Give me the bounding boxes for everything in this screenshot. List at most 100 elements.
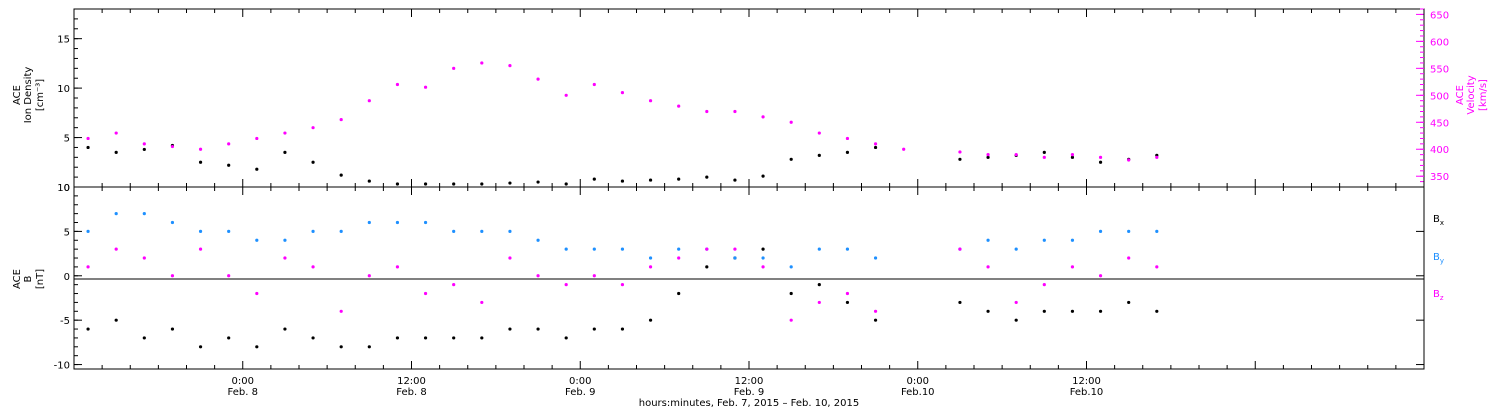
- velocity-point: [845, 136, 850, 141]
- velocity-point: [452, 66, 456, 70]
- density-point: [677, 177, 681, 181]
- x-tick-label-time: 12:00: [1072, 376, 1101, 387]
- bx-point: [114, 318, 118, 322]
- velocity-point: [817, 131, 821, 135]
- velocity-point: [283, 131, 287, 135]
- bz-point: [311, 265, 315, 269]
- by-point: [480, 229, 484, 233]
- bz-point: [873, 309, 878, 313]
- velocity-point: [367, 99, 371, 103]
- density-point: [761, 174, 765, 178]
- bz-point: [1155, 265, 1159, 269]
- bx-point: [817, 283, 821, 287]
- density-point: [452, 182, 456, 186]
- x-tick-label-time: 0:00: [907, 376, 929, 387]
- bx-point: [1070, 309, 1075, 313]
- top-left-tick-label: 5: [64, 134, 70, 145]
- bz-point: [142, 256, 146, 260]
- by-point: [508, 229, 512, 233]
- by-point: [367, 220, 371, 225]
- by-point: [86, 229, 90, 233]
- bottom-tick-label: -10: [54, 361, 70, 372]
- density-point: [536, 180, 540, 184]
- top-left-tick-label: 15: [57, 35, 70, 46]
- bz-point: [452, 283, 456, 287]
- bz-point: [170, 274, 175, 278]
- bottom-ylabel-line3: [nT]: [35, 269, 46, 289]
- bz-point: [1098, 274, 1103, 278]
- velocity-point: [592, 82, 596, 87]
- bz-point: [592, 274, 596, 278]
- density-point: [311, 160, 315, 164]
- bx-point: [620, 327, 625, 331]
- velocity-point: [761, 115, 765, 119]
- velocity-point: [1098, 155, 1103, 159]
- velocity-point: [480, 61, 484, 65]
- x-axis-title: hours:minutes, Feb. 7, 2015 – Feb. 10, 2…: [639, 398, 860, 409]
- bx-point: [170, 327, 175, 331]
- density-point: [733, 178, 737, 182]
- top-left-ylabel-line2: Ion Density: [23, 67, 34, 124]
- x-tick-label-date: Feb. 9: [734, 387, 764, 398]
- density-point: [255, 167, 259, 171]
- density-point: [986, 155, 990, 159]
- density-point: [1042, 150, 1046, 154]
- density-point: [423, 182, 428, 186]
- density-point: [1098, 160, 1103, 164]
- by-point: [395, 220, 400, 225]
- density-point: [339, 173, 343, 177]
- by-point: [255, 238, 259, 242]
- bx-point: [283, 327, 287, 331]
- velocity-point: [198, 147, 203, 151]
- bz-point: [1127, 256, 1131, 260]
- top-left-tick-label: 10: [57, 84, 70, 95]
- velocity-point: [255, 136, 259, 141]
- bx-point: [648, 318, 653, 322]
- velocity-point: [986, 153, 990, 157]
- bx-point: [958, 300, 962, 305]
- density-point: [367, 179, 371, 183]
- legend-bz-sub: z: [1440, 294, 1444, 302]
- x-tick-label-time: 0:00: [569, 376, 591, 387]
- bz-point: [114, 247, 118, 251]
- bz-point: [395, 265, 400, 269]
- bx-point: [508, 327, 512, 331]
- x-tick-label-time: 0:00: [232, 376, 254, 387]
- bz-point: [339, 309, 343, 313]
- by-point: [198, 229, 203, 233]
- density-point: [508, 181, 512, 185]
- bx-point: [86, 327, 90, 331]
- velocity-point: [620, 91, 625, 95]
- x-tick-label-date: Feb. 8: [396, 387, 426, 398]
- top-right-ylabel-line3: [km/s]: [1478, 79, 1489, 111]
- density-point: [395, 182, 400, 186]
- bx-point: [536, 327, 540, 331]
- velocity-point: [423, 85, 428, 89]
- velocity-point: [902, 147, 906, 151]
- by-point: [817, 247, 821, 251]
- bx-point: [564, 336, 568, 340]
- bz-point: [423, 291, 428, 296]
- velocity-point: [86, 136, 90, 141]
- bx-point: [1127, 300, 1131, 305]
- velocity-point: [395, 82, 400, 87]
- bz-point: [733, 247, 737, 251]
- velocity-point: [170, 144, 175, 149]
- bx-point: [142, 336, 146, 340]
- velocity-point: [1155, 155, 1159, 159]
- bz-point: [677, 256, 681, 260]
- velocity-point: [733, 109, 737, 114]
- bz-point: [845, 291, 850, 296]
- bz-point: [817, 300, 821, 305]
- density-point: [845, 150, 850, 154]
- velocity-point: [958, 150, 962, 154]
- density-point: [564, 182, 568, 186]
- bottom-tick-label: 10: [57, 183, 70, 194]
- bottom-ylabel-line1: ACE: [12, 269, 23, 289]
- velocity-point: [1070, 153, 1075, 157]
- by-point: [339, 229, 343, 233]
- bottom-panel-frame: [73, 186, 1425, 370]
- x-tick-label-time: 12:00: [735, 376, 764, 387]
- density-point: [620, 179, 625, 183]
